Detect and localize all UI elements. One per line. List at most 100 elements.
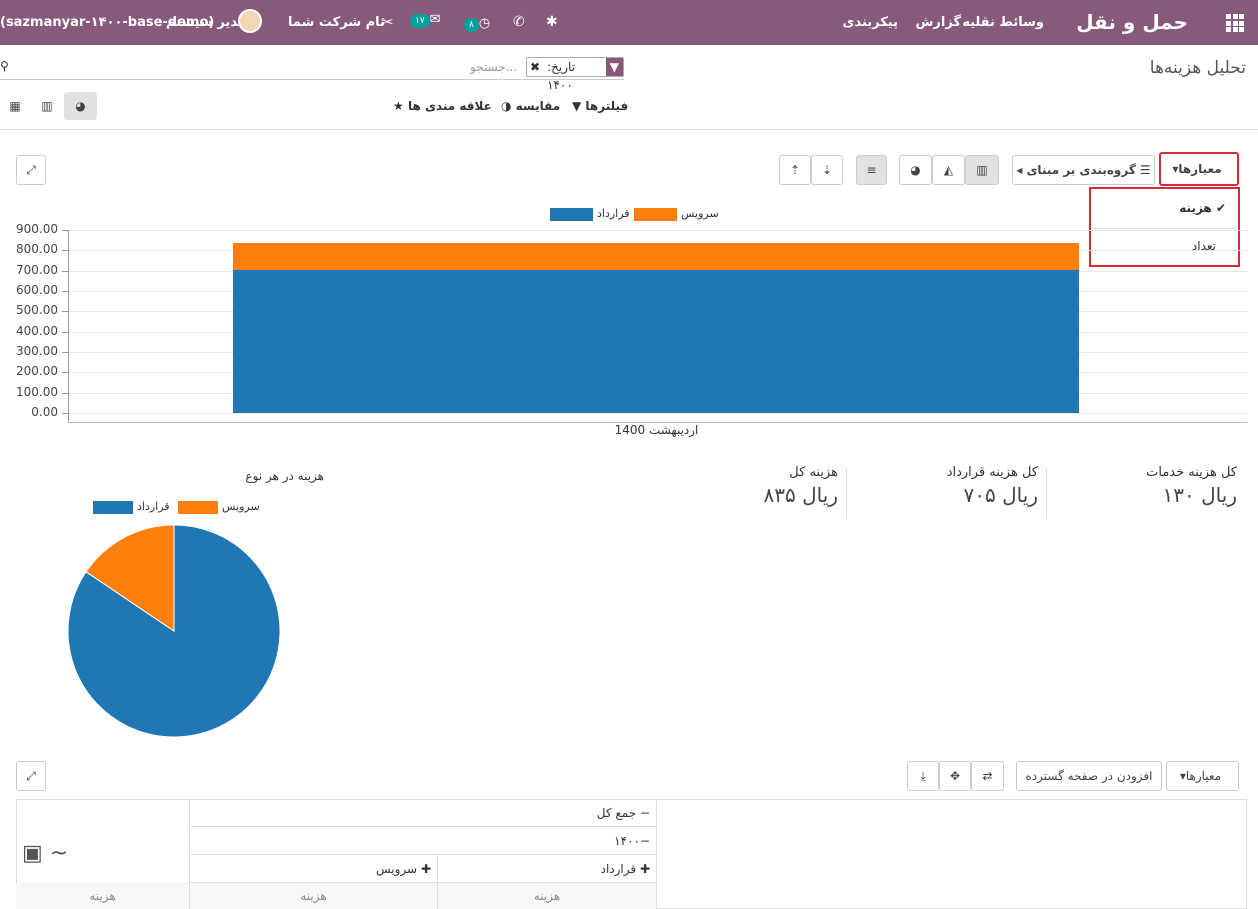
y-tick-label: 200.00 <box>16 364 58 379</box>
messages-icon[interactable]: ۱۷ ✉ <box>410 12 441 28</box>
measures-dropdown: هزینه ✔ تعداد <box>1089 187 1240 267</box>
y-tick-label: 300.00 <box>16 344 58 358</box>
y-tick <box>62 331 68 333</box>
search-input[interactable]: جستجو... <box>470 60 518 74</box>
breadcrumb: تحلیل هزینه‌ها <box>1149 58 1246 78</box>
legend-service-swatch <box>634 208 677 221</box>
expand-pivot-icon[interactable]: ⤢ <box>16 761 46 791</box>
measure-count-option[interactable]: تعداد <box>1191 239 1216 253</box>
kpi-service-value: ۱۳۰ ریال <box>1162 483 1237 507</box>
bar-chart-icon[interactable]: ▥ <box>965 155 999 185</box>
search-bar: ⚲ جستجو... ✖ تاریخ: ۱۴۰۰ ▼ <box>0 56 624 92</box>
pie-slice-service[interactable] <box>85 524 175 632</box>
x-tick-label: اردیبهشت 1400 <box>614 423 699 437</box>
watermark-logo: ▣ ~ <box>22 841 69 866</box>
sort-desc-icon[interactable]: ⇣ <box>811 155 843 185</box>
pie-legend-contract-swatch <box>93 501 133 514</box>
measures-button[interactable]: ▾ معیارها <box>1159 152 1239 186</box>
measure-cost-option[interactable]: هزینه ✔ <box>1179 201 1226 215</box>
menu-vehicles[interactable]: وسائط نقلیه <box>962 15 1044 30</box>
bar-service[interactable] <box>233 243 1079 270</box>
kpi-contract: کل هزینه قرارداد ۷۰۵ ریال <box>848 465 1038 519</box>
pie-legend-contract-label: قرارداد <box>137 500 170 513</box>
pivot-measure-service: هزینه <box>190 883 438 909</box>
activity-icon[interactable]: ۸ ◷ <box>464 12 490 32</box>
expand-icon[interactable]: ✚ <box>639 862 650 876</box>
tools-icon[interactable]: ✂ <box>381 13 394 31</box>
y-tick <box>62 413 68 414</box>
download-icon[interactable]: ⤓ <box>907 761 939 791</box>
y-tick <box>62 250 68 252</box>
apps-menu-icon[interactable] <box>1226 14 1244 32</box>
avatar[interactable] <box>238 9 262 33</box>
db-name: (sazmanyar-۱۴۰۰-base-demo) <box>0 15 215 30</box>
kpi-contract-value: ۷۰۵ ریال <box>963 483 1038 507</box>
y-tick <box>62 372 68 374</box>
y-tick-label: 700.00 <box>16 262 58 277</box>
menu-config[interactable]: پیکربندی <box>842 15 898 30</box>
search-icon[interactable]: ⚲ <box>0 59 9 73</box>
y-tick-label: 0.00 <box>31 405 58 419</box>
line-chart-icon[interactable]: ◭ <box>932 155 965 185</box>
legend-service-label: سرویس <box>681 207 719 220</box>
kpi-service-label: کل هزینه خدمات <box>1146 465 1237 480</box>
sort-asc-icon[interactable]: ⇡ <box>779 155 811 185</box>
dropdown-divider <box>1091 228 1238 229</box>
pie-legend-service-swatch <box>178 501 218 514</box>
pivot-measures-button[interactable]: ▾ معیارها <box>1166 761 1239 791</box>
pivot-header-total[interactable]: جمع کل − <box>190 799 657 827</box>
pivot-header-year[interactable]: ۱۴۰۰− <box>190 827 657 855</box>
bar-legend: قرارداد سرویس <box>550 207 720 223</box>
y-tick <box>62 270 68 272</box>
y-tick-label: 100.00 <box>16 384 58 399</box>
gridline <box>68 230 1247 231</box>
y-tick <box>62 291 68 292</box>
pie-legend-service-label: سرویس <box>222 500 260 513</box>
y-tick <box>62 392 68 394</box>
flip-axis-icon[interactable]: ⇄ <box>971 761 1004 791</box>
debug-icon[interactable]: ✱ <box>546 14 558 30</box>
pie-title: هزینه در هر نوع <box>245 469 324 483</box>
filters-menu[interactable]: ▼ فیلترها <box>572 99 629 113</box>
facet-remove-icon[interactable]: ✖ <box>530 60 541 74</box>
app-title[interactable]: حمل و نقل <box>1076 10 1188 34</box>
phone-icon[interactable]: ✆ <box>513 14 525 30</box>
activity-count: ۸ <box>464 18 479 32</box>
pivot-col-contract[interactable]: قرارداد ✚ <box>438 855 657 883</box>
kpi-total: هزینه کل ۸۳۵ ریال <box>648 465 838 519</box>
legend-contract-label: قرارداد <box>597 207 630 220</box>
kpi-divider <box>1046 468 1047 518</box>
kpi-total-value: ۸۳۵ ریال <box>763 483 838 507</box>
insert-spreadsheet-button[interactable]: افزودن در صفحه گسترده <box>1016 761 1162 791</box>
facet-label: تاریخ: ۱۴۰۰ <box>547 60 575 92</box>
user-name[interactable]: مدیر سیستم <box>166 15 246 30</box>
compare-menu[interactable]: ◑ مقایسه <box>501 99 561 113</box>
pivot-view-icon[interactable]: ▦ <box>0 92 30 120</box>
company-name[interactable]: نام شرکت شما <box>288 15 385 30</box>
menu-report[interactable]: گزارش <box>915 15 961 30</box>
y-tick-label: 600.00 <box>16 283 58 297</box>
y-tick <box>62 311 68 313</box>
dashboard-view-icon[interactable]: ◕ <box>64 92 97 120</box>
pie-chart-icon[interactable]: ◕ <box>899 155 932 185</box>
collapse-icon[interactable]: − <box>639 806 650 820</box>
pivot-col-service[interactable]: سرویس ✚ <box>190 855 438 883</box>
y-tick-label: 800.00 <box>16 242 58 257</box>
kpi-service: کل هزینه خدمات ۱۳۰ ریال <box>1047 465 1237 519</box>
group-by-button[interactable]: ◂ گروه‌بندی بر مبنای ☰ <box>1012 155 1155 185</box>
divider <box>0 129 1258 130</box>
kpi-divider <box>846 468 847 518</box>
graph-view-icon[interactable]: ▥ <box>32 92 62 120</box>
pivot-measure-total: هزینه <box>16 883 190 909</box>
bar-contract[interactable] <box>233 269 1079 413</box>
pivot-corner: ▣ ~ <box>16 799 190 883</box>
expand-all-icon[interactable]: ✥ <box>939 761 971 791</box>
filter-icon: ▼ <box>605 58 623 76</box>
gridline <box>68 413 1247 414</box>
date-facet[interactable]: ✖ تاریخ: ۱۴۰۰ ▼ <box>526 57 624 92</box>
expand-graph-icon[interactable]: ⤢ <box>16 155 46 185</box>
stacked-icon[interactable]: ≡ <box>856 155 887 185</box>
expand-icon[interactable]: ✚ <box>420 862 431 876</box>
collapse-icon[interactable]: − <box>639 834 650 848</box>
favorites-menu[interactable]: ★ علاقه مندی ها <box>393 99 492 113</box>
